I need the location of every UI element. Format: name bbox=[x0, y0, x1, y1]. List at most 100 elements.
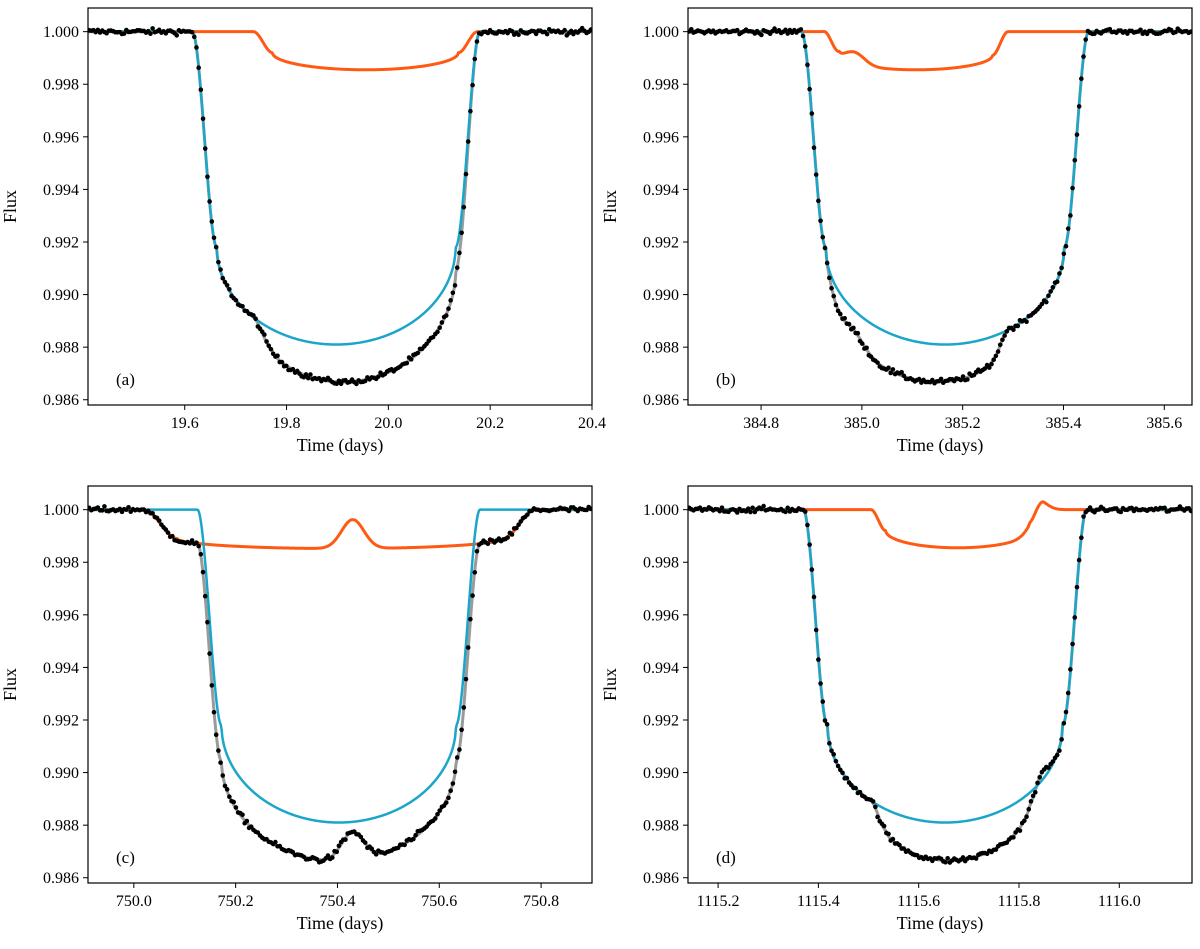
data-point bbox=[358, 834, 364, 840]
data-point bbox=[213, 732, 219, 738]
data-point bbox=[1061, 251, 1067, 257]
y-tick-label: 0.998 bbox=[43, 77, 79, 94]
data-point bbox=[165, 530, 171, 535]
data-point bbox=[99, 508, 105, 513]
data-point bbox=[290, 366, 296, 372]
data-point bbox=[840, 770, 845, 776]
data-point bbox=[818, 218, 823, 224]
x-tick-label: 20.0 bbox=[374, 415, 402, 432]
data-point bbox=[448, 298, 453, 303]
data-point bbox=[1072, 615, 1078, 620]
data-point bbox=[717, 508, 723, 514]
y-tick-label: 0.998 bbox=[643, 77, 679, 94]
data-point bbox=[1035, 780, 1040, 786]
data-point bbox=[150, 510, 155, 516]
data-point bbox=[437, 808, 443, 813]
data-point bbox=[474, 549, 480, 554]
axes-frame bbox=[87, 485, 593, 884]
panel-c: 0.986 0.988 0.990 0.992 0.994 0.996 0.998 1.000… bbox=[0, 485, 593, 934]
data-point bbox=[343, 837, 348, 842]
data-point bbox=[209, 683, 215, 688]
data-point bbox=[218, 760, 223, 765]
series-planet-b-line bbox=[688, 30, 1192, 346]
data-point bbox=[457, 250, 462, 256]
data-point bbox=[1024, 814, 1029, 820]
data-point bbox=[1017, 828, 1023, 833]
data-point bbox=[960, 855, 966, 860]
data-point bbox=[1074, 584, 1080, 590]
data-point bbox=[275, 353, 280, 358]
data-point bbox=[433, 816, 438, 821]
data-point bbox=[121, 31, 127, 36]
data-point bbox=[1138, 27, 1143, 33]
data-point bbox=[997, 342, 1003, 348]
data-point bbox=[362, 378, 368, 384]
data-point bbox=[719, 505, 725, 510]
y-tick-label: 0.988 bbox=[643, 818, 679, 835]
data-point bbox=[1118, 509, 1124, 515]
data-point bbox=[205, 174, 210, 180]
x-tick-label: 750.6 bbox=[421, 893, 457, 910]
data-point bbox=[224, 787, 230, 792]
data-point bbox=[461, 204, 467, 210]
data-point bbox=[1057, 271, 1062, 276]
data-point bbox=[813, 172, 819, 177]
y-tick-label: 0.988 bbox=[43, 340, 79, 357]
y-tick-label: 0.996 bbox=[43, 607, 79, 624]
data-point bbox=[1061, 721, 1067, 726]
data-point bbox=[816, 657, 821, 662]
x-tick-label: 1116.0 bbox=[1098, 893, 1141, 910]
x-tick-label: 1115.4 bbox=[797, 893, 840, 910]
data-point bbox=[1070, 641, 1075, 647]
data-point bbox=[450, 781, 456, 786]
data-point bbox=[330, 855, 335, 860]
x-tick-label: 1115.6 bbox=[897, 893, 940, 910]
y-tick-label: 0.986 bbox=[43, 870, 79, 887]
data-point bbox=[463, 676, 469, 682]
data-point bbox=[408, 357, 414, 362]
plot-area bbox=[88, 25, 592, 387]
data-point bbox=[566, 508, 572, 514]
data-point bbox=[807, 86, 812, 92]
y-tick-label: 0.986 bbox=[643, 392, 679, 409]
data-point bbox=[1028, 799, 1034, 804]
data-point bbox=[231, 799, 237, 805]
data-point bbox=[191, 34, 197, 40]
data-point bbox=[1039, 301, 1045, 307]
data-point bbox=[268, 346, 274, 352]
data-point bbox=[1015, 323, 1021, 329]
x-tick-label: 750.2 bbox=[218, 893, 254, 910]
y-tick-label: 0.996 bbox=[643, 129, 679, 146]
data-point bbox=[435, 329, 440, 335]
data-point bbox=[244, 818, 250, 824]
data-point bbox=[189, 29, 195, 35]
x-tick-label: 20.4 bbox=[578, 415, 606, 432]
data-point bbox=[864, 345, 869, 351]
data-point bbox=[150, 26, 155, 31]
data-point bbox=[369, 846, 375, 851]
data-point bbox=[194, 45, 199, 50]
data-point bbox=[973, 856, 979, 861]
data-point bbox=[1000, 337, 1005, 343]
data-point bbox=[989, 361, 994, 367]
data-point bbox=[1002, 333, 1007, 338]
data-point bbox=[897, 842, 902, 848]
data-point bbox=[457, 747, 462, 752]
data-point bbox=[200, 116, 206, 122]
data-point bbox=[450, 290, 456, 296]
data-point bbox=[1162, 505, 1167, 511]
data-point bbox=[213, 244, 219, 250]
data-point bbox=[474, 39, 480, 44]
data-point bbox=[308, 372, 313, 377]
data-point bbox=[251, 313, 256, 318]
data-point bbox=[886, 831, 891, 837]
plot-area bbox=[88, 504, 592, 865]
panel-label: (c) bbox=[116, 848, 135, 867]
data-point bbox=[888, 370, 893, 376]
data-point bbox=[820, 699, 826, 704]
data-point bbox=[334, 849, 340, 855]
data-point bbox=[824, 260, 830, 266]
data-point bbox=[411, 836, 416, 842]
data-point bbox=[452, 769, 458, 775]
data-point bbox=[218, 267, 223, 272]
